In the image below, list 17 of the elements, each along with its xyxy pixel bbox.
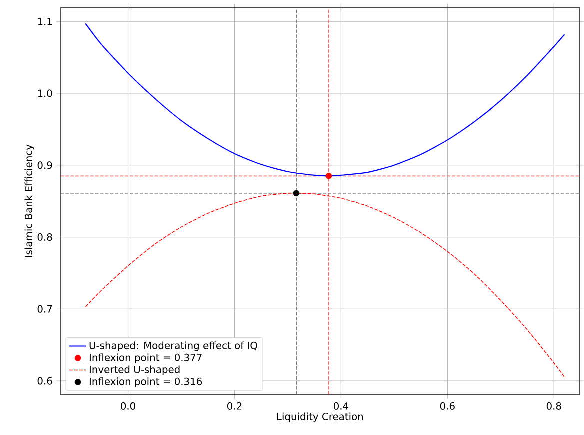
y-tick-label: 0.8	[38, 234, 52, 242]
y-tick-label: 0.9	[38, 162, 52, 170]
y-axis-title: Islamic Bank Efficiency	[24, 145, 34, 258]
y-tick-label: 0.7	[38, 306, 52, 314]
y-tick-label: 0.6	[38, 378, 52, 386]
y-tick-label: 1.1	[38, 18, 52, 26]
x-tick-label: 0.6	[440, 402, 455, 410]
x-tick-label: 0.2	[228, 402, 242, 410]
legend-label: Inflexion point = 0.377	[90, 354, 202, 364]
x-tick-label: 0.4	[334, 402, 349, 410]
x-tick-label: 0.8	[546, 402, 562, 410]
legend-label: U-shaped: Moderating effect of IQ	[90, 342, 258, 352]
y-tick-label: 1.0	[38, 90, 52, 98]
x-axis-title: Liquidity Creation	[277, 413, 364, 423]
legend-label: Inverted U-shaped	[90, 366, 180, 376]
legend-label: Inflexion point = 0.316	[90, 378, 202, 388]
x-tick-label: 0.0	[121, 402, 136, 410]
